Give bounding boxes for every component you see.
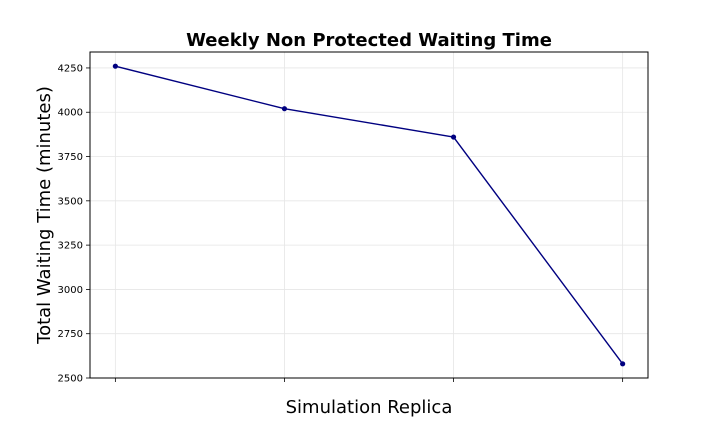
y-tick-label: 3500: [58, 196, 83, 207]
chart-title: Weekly Non Protected Waiting Time: [186, 30, 552, 51]
data-point: [450, 134, 457, 140]
series-line: [115, 65, 624, 365]
data-point: [620, 361, 626, 367]
plot-area-frame: [89, 51, 649, 379]
y-tick-label: 2750: [58, 329, 83, 340]
grid-lines: [90, 52, 648, 379]
y-tick-label: 3000: [58, 285, 83, 296]
y-axis-ticks: 2500 2750 3000 3250 3500 3750 4000 4250: [58, 63, 90, 385]
y-tick-label: 3250: [58, 241, 83, 252]
data-point: [281, 106, 288, 112]
y-tick-label: 3750: [58, 152, 83, 163]
y-tick-label: 4000: [58, 108, 83, 119]
y-tick-label: 2500: [58, 374, 83, 385]
y-axis-label: Total Waiting Time (minutes): [34, 86, 55, 345]
x-axis-ticks: [114, 378, 624, 382]
series-layer: [112, 63, 626, 367]
data-point: [112, 63, 118, 69]
y-tick-label: 4250: [58, 63, 83, 74]
x-axis-label: Simulation Replica: [286, 397, 453, 418]
